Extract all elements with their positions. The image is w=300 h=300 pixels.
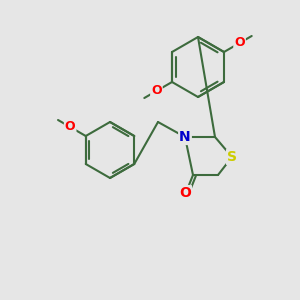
Text: O: O [179,186,191,200]
Text: S: S [227,150,237,164]
Text: O: O [151,85,162,98]
Text: N: N [179,130,191,144]
Text: O: O [234,37,245,50]
Text: O: O [65,121,76,134]
